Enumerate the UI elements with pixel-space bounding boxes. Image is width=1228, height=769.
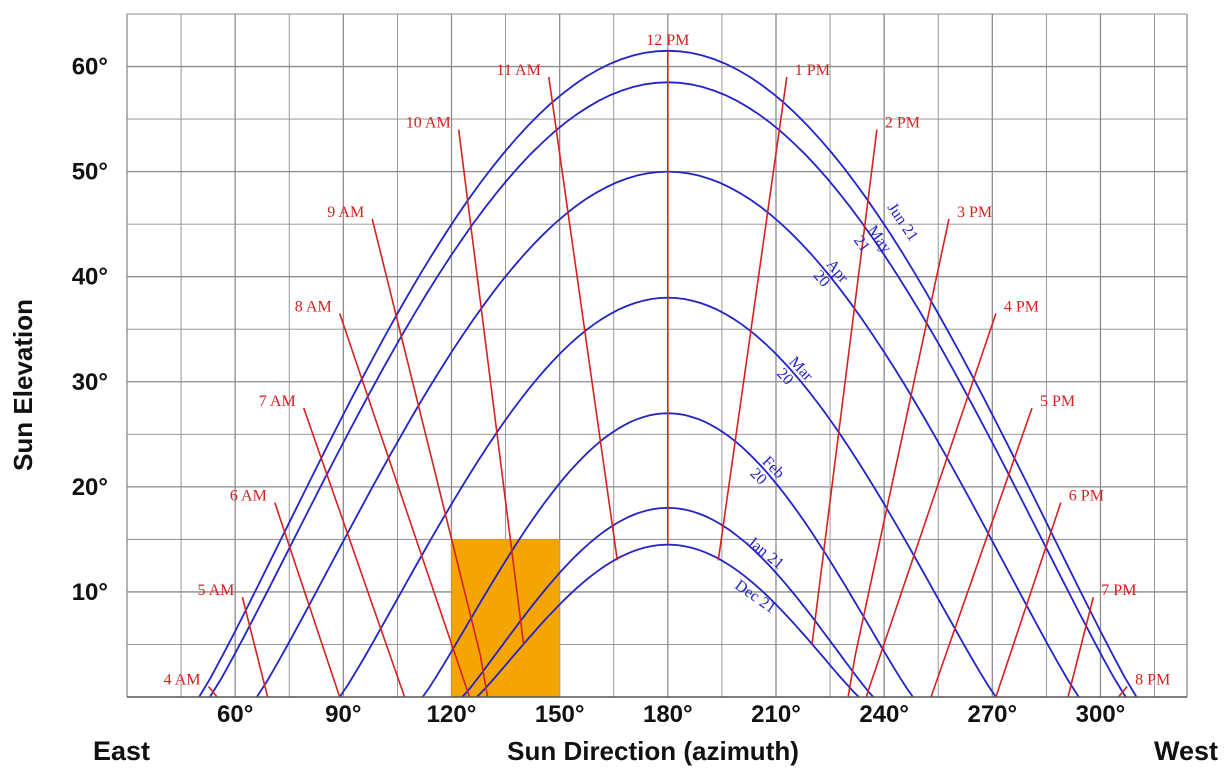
hour-line [811, 129, 878, 645]
hour-label: 1 PM [795, 62, 830, 79]
hour-label: 6 AM [230, 488, 267, 505]
hour-line [1067, 597, 1095, 698]
x-tick-label: 120° [427, 701, 477, 728]
date-label: Apr20 [810, 256, 852, 297]
x-tick-label: 270° [967, 701, 1017, 728]
hour-label: 6 PM [1069, 488, 1104, 505]
x-tick-label: 240° [859, 701, 909, 728]
hour-line [274, 502, 341, 698]
hour-line [930, 407, 1033, 698]
hour-label: 4 AM [164, 672, 201, 689]
hour-line [865, 313, 997, 698]
hour-label: 5 PM [1040, 393, 1075, 410]
hour-label: 9 AM [327, 204, 364, 221]
hour-label: 11 AM [496, 62, 540, 79]
hour-label: 3 PM [957, 204, 992, 221]
hour-line [241, 597, 269, 698]
x-tick-label: 90° [325, 701, 361, 728]
x-axis-title: Sun Direction (azimuth) [507, 736, 799, 766]
hour-label: 12 PM [646, 32, 689, 49]
highlight-region [451, 539, 560, 697]
labels: 10° 20° 30° 40° 50° 60° 60° 90° 120° 150° 180° 210°… [72, 32, 1171, 728]
hour-line [207, 685, 218, 698]
east-label: East [93, 736, 150, 766]
hour-line [338, 313, 471, 698]
y-tick-label: 30° [72, 369, 108, 396]
hour-line [371, 218, 489, 698]
y-tick-label: 60° [72, 54, 108, 81]
x-tick-label: 60° [217, 701, 253, 728]
hour-line [847, 218, 950, 698]
date-label: Dec 21 [732, 577, 779, 617]
hour-label: 7 PM [1101, 582, 1136, 599]
hour-label: 2 PM [885, 115, 920, 132]
x-tick-label: 210° [751, 701, 801, 728]
west-label: West [1154, 736, 1218, 766]
y-tick-label: 40° [72, 264, 108, 291]
hour-line [548, 76, 619, 561]
hour-label: 8 PM [1135, 672, 1170, 689]
hour-line [717, 76, 788, 561]
hour-line [995, 502, 1062, 698]
y-axis-title: Sun Elevation [8, 299, 38, 471]
hour-line [302, 407, 406, 698]
hour-label: 8 AM [295, 299, 332, 316]
hour-line [1117, 685, 1128, 698]
x-tick-label: 180° [643, 701, 693, 728]
hour-label: 5 AM [197, 582, 234, 599]
date-label-line: Dec 21 [732, 577, 779, 617]
hour-label: 7 AM [259, 393, 296, 410]
date-label: Mar20 [773, 354, 816, 397]
x-tick-label: 300° [1076, 701, 1126, 728]
x-tick-label: 150° [535, 701, 585, 728]
y-tick-label: 20° [72, 474, 108, 501]
grid [126, 13, 1188, 697]
y-tick-label: 50° [72, 159, 108, 186]
y-tick-label: 10° [72, 579, 108, 606]
hour-lines [207, 50, 1128, 698]
date-label: Feb20 [747, 453, 788, 494]
hour-label: 4 PM [1004, 299, 1039, 316]
hour-line [457, 129, 525, 645]
hour-label: 10 AM [406, 115, 451, 132]
